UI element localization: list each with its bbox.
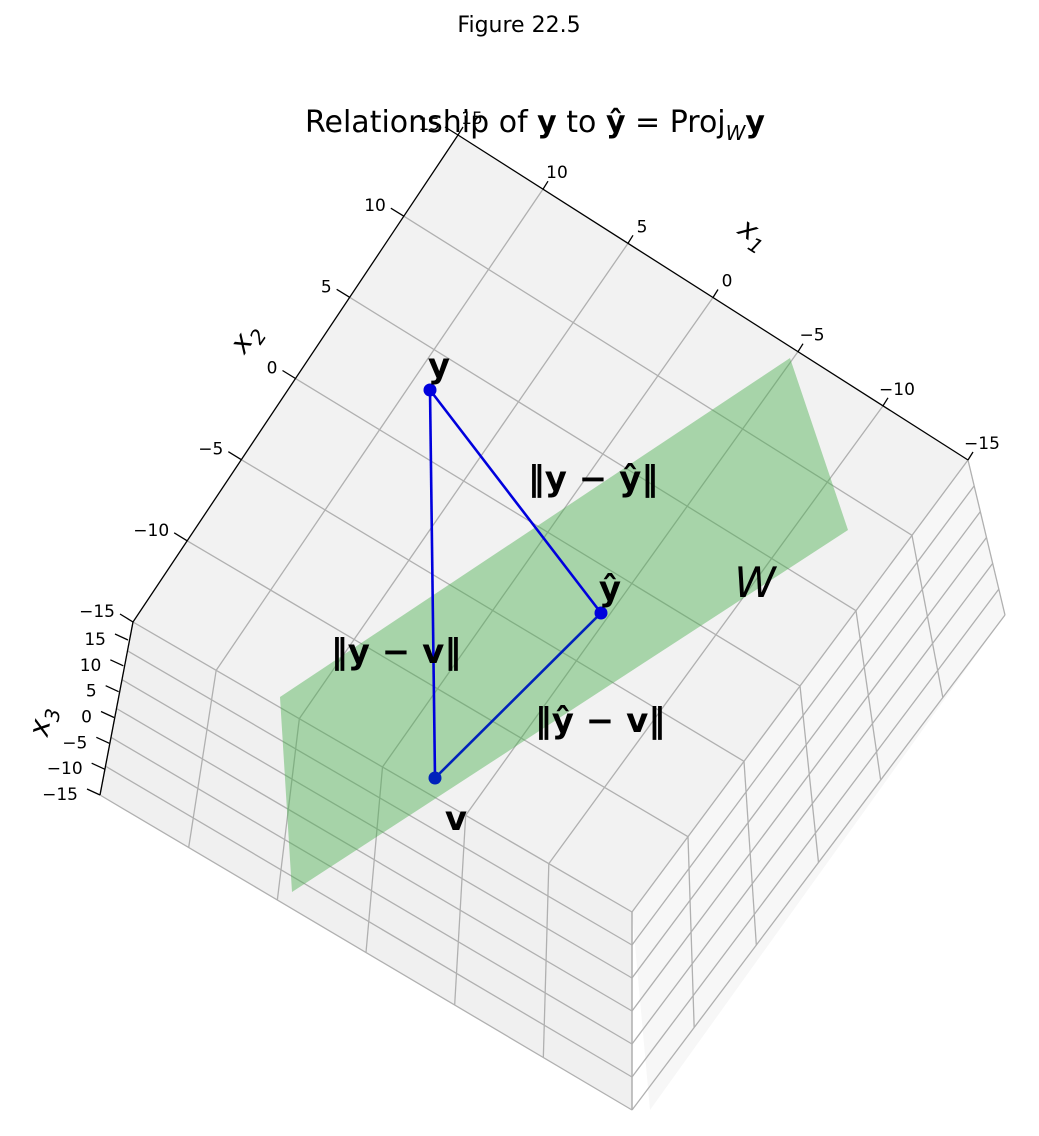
x1-tick-mark xyxy=(457,126,464,136)
x3-tick-label: 0 xyxy=(81,708,92,728)
label-norm-y-yhat: ‖y − ŷ‖ xyxy=(528,459,659,499)
grid-line xyxy=(99,794,633,1111)
x2-tick-label: −5 xyxy=(198,440,223,460)
x3-axis-line xyxy=(99,621,134,796)
pane-side-right xyxy=(632,460,1005,1110)
segment-y-yhat xyxy=(428,389,603,614)
x1-axis-label: x1 xyxy=(729,210,775,259)
x1-tick-mark xyxy=(712,289,719,298)
grid-line xyxy=(631,588,1000,1078)
x1-tick-mark xyxy=(967,451,974,461)
label-v: v xyxy=(445,799,467,839)
pane-bottom xyxy=(133,135,968,912)
x3-tick-mark xyxy=(114,633,129,641)
title-prefix: Relationship of xyxy=(305,105,537,140)
x2-tick-label: 15 xyxy=(418,115,440,135)
x3-tick-mark xyxy=(100,710,115,719)
x1-tick-mark xyxy=(882,397,889,407)
x1-tick-label: 10 xyxy=(546,163,568,183)
point-v xyxy=(428,771,442,785)
x1-tick-mark xyxy=(627,234,634,244)
x3-tick-label: −10 xyxy=(47,759,83,779)
x3-tick-label: −15 xyxy=(42,785,78,805)
grid-line xyxy=(127,650,633,946)
x3-tick-label: −5 xyxy=(62,733,87,753)
x3-tick-label: 15 xyxy=(84,630,106,650)
grid-line xyxy=(631,459,969,913)
x2-tick-mark xyxy=(282,369,296,380)
grid-line xyxy=(631,511,981,979)
x2-tick-mark xyxy=(336,288,351,298)
x3-tick-mark xyxy=(105,685,119,693)
title-mid: to xyxy=(557,105,606,140)
label-norm-yhat-v: ‖ŷ − v‖ xyxy=(535,701,666,741)
x3-tick-label: 5 xyxy=(86,682,97,702)
grid-lines xyxy=(99,188,1006,1111)
title-eq: = Proj xyxy=(626,105,726,140)
x3-tick-mark xyxy=(91,762,105,770)
grid-line xyxy=(132,621,633,913)
label-yhat: ŷ xyxy=(599,569,621,609)
x2-tick-mark xyxy=(390,207,405,217)
label-y: y xyxy=(428,346,450,386)
title-yhat: ŷ xyxy=(606,105,626,140)
x2-tick-label: 5 xyxy=(321,277,332,297)
x2-tick-label: −10 xyxy=(133,521,169,541)
x3-tick-mark xyxy=(110,659,124,667)
x2-tick-mark xyxy=(227,451,242,461)
label-norm-y-v: ‖y − v‖ xyxy=(331,632,462,672)
point-y xyxy=(423,383,437,397)
points xyxy=(423,383,608,785)
figure-label: Figure 22.5 xyxy=(457,13,580,38)
segment-y-v xyxy=(428,389,437,779)
grid-line xyxy=(631,562,994,1045)
x2-tick-mark xyxy=(444,126,459,136)
x1-tick-label: 0 xyxy=(722,272,733,292)
point-yhat xyxy=(594,606,608,620)
grid-line xyxy=(631,485,975,946)
x1-tick-label: −15 xyxy=(964,434,1000,454)
x1-tick-label: −10 xyxy=(879,380,915,400)
grid-line xyxy=(631,614,1006,1111)
grid-line xyxy=(631,537,988,1012)
x1-tick-label: −5 xyxy=(799,326,824,346)
segment-yhat-v xyxy=(434,612,602,779)
x3-label-base: x xyxy=(22,716,58,739)
title-y: y xyxy=(537,105,557,140)
chart-title: Relationship of y to ŷ = ProjWy xyxy=(305,105,765,145)
grid-line xyxy=(105,765,633,1078)
title-sub: W xyxy=(726,121,747,145)
grid-line xyxy=(186,540,689,838)
plane-w xyxy=(280,358,848,892)
grid-line xyxy=(116,707,633,1012)
title-y2: y xyxy=(745,105,765,140)
x2-tick-label: 10 xyxy=(364,196,386,216)
x2-tick-mark xyxy=(173,532,188,542)
x1-tick-mark xyxy=(542,180,549,190)
x2-axis-label: x2 xyxy=(222,316,271,363)
x3-tick-mark xyxy=(96,736,110,744)
x3-tick-label: 10 xyxy=(80,656,102,676)
grid-line xyxy=(121,679,633,979)
grid-line xyxy=(110,736,633,1045)
x2-tick-mark xyxy=(119,613,134,623)
x3-axis-label: x3 xyxy=(22,704,66,741)
x3-label-sub: 3 xyxy=(40,707,66,724)
x3-tick-mark xyxy=(86,788,101,796)
x2-tick-label: 0 xyxy=(267,359,278,379)
x2-tick-label: −15 xyxy=(79,602,115,622)
label-plane-w: W xyxy=(734,558,777,607)
segments xyxy=(428,389,603,779)
x1-tick-label: 15 xyxy=(461,109,483,129)
axis-ticks: 15 10 5 0 −5 −10 −15 15 10 5 0 −5 −10 −15 15 10 5 0 −5 −10 −… xyxy=(42,109,1000,805)
x1-tick-mark xyxy=(797,343,804,353)
x1-tick-label: 5 xyxy=(637,217,648,237)
